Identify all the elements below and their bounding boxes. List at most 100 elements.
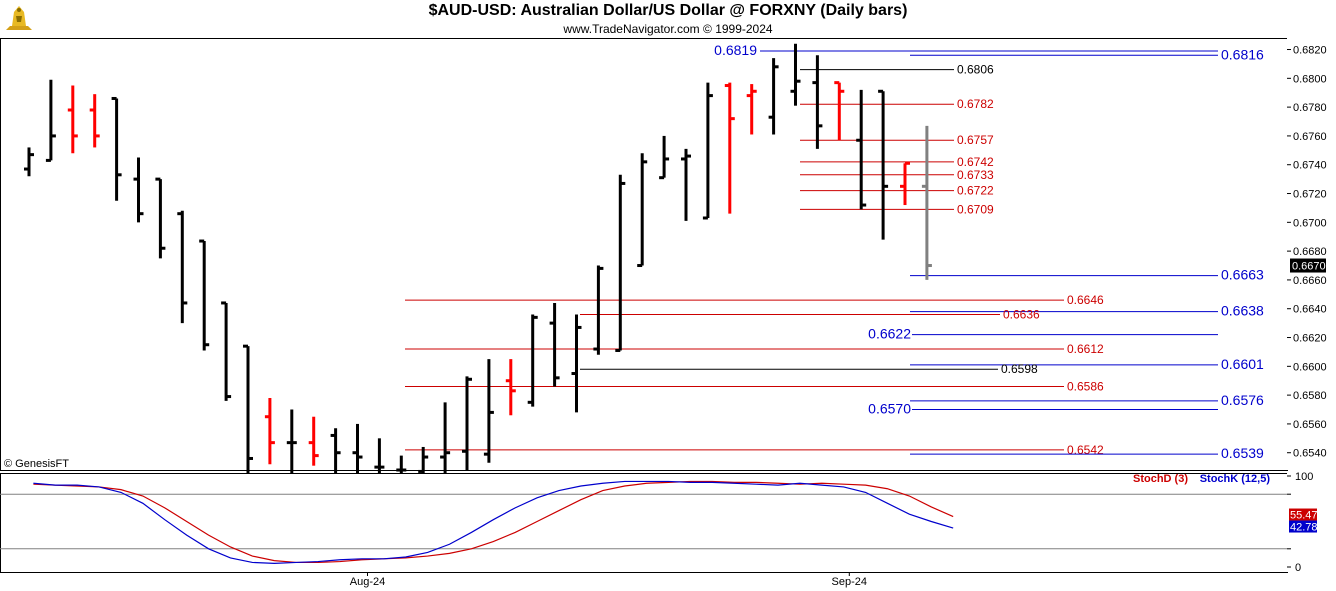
chart-subtitle: www.TradeNavigator.com © 1999-2024 (563, 22, 773, 36)
ohlc-bar (243, 344, 253, 481)
stochastic-lines: StochD (3) StochK (12,5) (33, 473, 1271, 564)
last-price-label: 0.6670 (1292, 261, 1326, 273)
ohlc-bar (637, 153, 648, 268)
ohlc-bar (133, 157, 144, 223)
ohlc-bar (505, 359, 516, 416)
price-tick-label: 0.6680 (1293, 246, 1327, 258)
stochk-value: 42.78 (1290, 522, 1318, 534)
ohlc-bar (352, 423, 363, 475)
level-label: 0.6722 (957, 184, 994, 198)
ohlc-bar (878, 89, 889, 240)
level-label: 0.6742 (957, 155, 994, 169)
stochd-value: 55.47 (1290, 510, 1318, 522)
time-tick-label: Aug-24 (350, 576, 385, 588)
genesis-logo-icon (2, 2, 36, 36)
ohlc-bar (177, 210, 188, 324)
legend-stochk: StochK (12,5) (1200, 473, 1271, 485)
ohlc-bar (483, 359, 494, 463)
ohlc-bars (24, 43, 932, 494)
ohlc-bar (308, 416, 319, 466)
stochd-badge (1289, 508, 1317, 521)
price-tick-label: 0.6740 (1293, 160, 1327, 172)
chart-title: $AUD-USD: Australian Dollar/US Dollar @ … (428, 2, 908, 19)
time-axis: Aug-24 Sep-24 (350, 572, 867, 588)
ohlc-bar (67, 85, 78, 154)
ohlc-bar (24, 147, 34, 177)
ohlc-bar (856, 89, 867, 210)
price-tick-label: 0.6820 (1293, 45, 1327, 57)
price-tick-label: 0.6560 (1293, 419, 1327, 431)
level-label: 0.6638 (1221, 303, 1264, 319)
level-label: 0.6542 (1067, 443, 1104, 457)
ohlc-bar (921, 125, 932, 280)
level-label: 0.6612 (1067, 342, 1104, 356)
price-tick-label: 0.6640 (1293, 304, 1327, 316)
time-tick-label: Sep-24 (832, 576, 867, 588)
level-label: 0.6601 (1221, 356, 1264, 372)
price-tick-label: 0.6620 (1293, 333, 1327, 345)
level-label: 0.6586 (1067, 379, 1104, 393)
ohlc-bar (199, 239, 210, 351)
price-levels: 0.6819 0.68160.68060.67820.67570.67420.67… (405, 42, 1264, 461)
price-tick-label: 0.6600 (1293, 361, 1327, 373)
ohlc-bar (264, 398, 275, 465)
level-label: 0.6663 (1221, 267, 1264, 283)
ohlc-bar (330, 428, 341, 476)
level-label: 0.6709 (957, 202, 994, 216)
level-label: 0.6622 (868, 326, 911, 342)
level-label: 0.6576 (1221, 392, 1264, 408)
price-tick-label: 0.6540 (1293, 448, 1327, 460)
ohlc-bar (615, 174, 626, 352)
ohlc-bar (768, 58, 779, 135)
stoch-tick-label: 100 (1295, 471, 1313, 483)
price-axis-bg (1287, 38, 1336, 470)
ohlc-bar (659, 135, 670, 180)
level-label: 0.6757 (957, 133, 994, 147)
price-axis: 0.6820 0.6800 0.6780 0.6760 0.6740 0.6720 0.67… (1287, 38, 1336, 470)
stochastic-panel (0, 473, 1288, 573)
ohlc-bar (286, 409, 297, 479)
ohlc-bar (593, 265, 604, 355)
ohlc-bar (834, 81, 845, 141)
price-panel-frame (0, 38, 1288, 471)
price-tick-label: 0.6800 (1293, 73, 1327, 85)
level-label: 0.6806 (957, 63, 994, 77)
level-label: 0.6733 (957, 168, 994, 182)
watermark-label: © GenesisFT (4, 458, 69, 470)
ohlc-bar (221, 301, 232, 401)
stochk-badge (1289, 520, 1317, 533)
ohlc-bar (527, 314, 538, 407)
ohlc-bar (111, 96, 122, 201)
level-label: 0.6816 (1221, 46, 1264, 62)
ohlc-bar (900, 161, 910, 206)
level-label: 0.6636 (1003, 307, 1040, 321)
ohlc-bar (681, 148, 691, 221)
ohlc-bar (45, 79, 56, 162)
last-price-badge (1290, 258, 1326, 273)
ohlc-bar (812, 55, 823, 149)
ohlc-bar (89, 94, 100, 148)
legend-stochd: StochD (3) (1133, 473, 1188, 485)
ohlc-bar (790, 43, 801, 106)
ohlc-bar (155, 177, 166, 259)
level-label: 0.6646 (1067, 293, 1104, 307)
price-tick-label: 0.6660 (1293, 275, 1327, 287)
level-label: 0.6819 (714, 42, 757, 58)
ohlc-bar (462, 376, 472, 470)
price-tick-label: 0.6720 (1293, 189, 1327, 201)
ohlc-bar (571, 314, 582, 413)
ohlc-bar (724, 82, 735, 214)
stoch-tick-label: 0 (1295, 562, 1301, 574)
price-tick-label: 0.6760 (1293, 131, 1327, 143)
price-tick-label: 0.6580 (1293, 390, 1327, 402)
price-panel (0, 38, 1288, 471)
stochastic-panel-frame (0, 473, 1288, 573)
level-label: 0.6539 (1221, 445, 1264, 461)
ohlc-bar (702, 82, 713, 220)
price-tick-label: 0.6700 (1293, 217, 1327, 229)
level-label: 0.6782 (957, 97, 994, 111)
price-tick-label: 0.6780 (1293, 102, 1327, 114)
ohlc-bar (440, 402, 451, 482)
